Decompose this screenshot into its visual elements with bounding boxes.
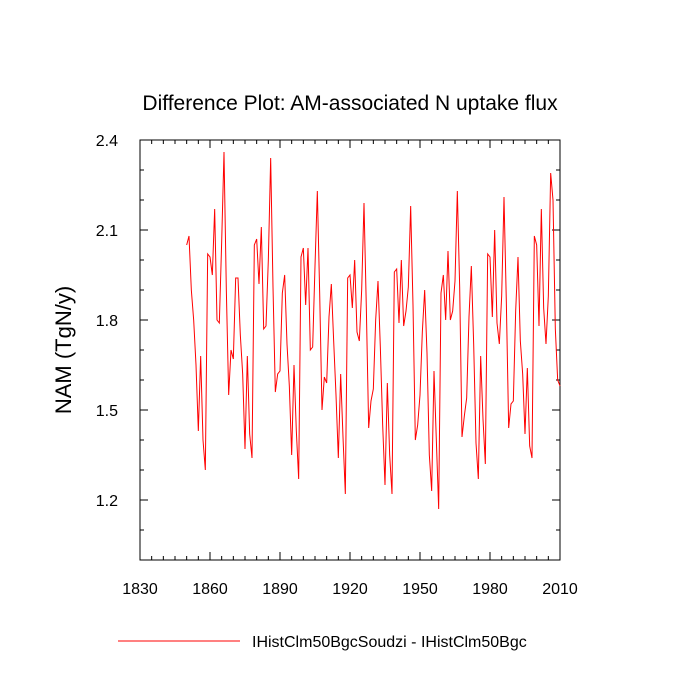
legend-label: IHistClm50BgcSoudzi - IHistClm50Bgc bbox=[252, 634, 527, 651]
x-tick-label: 2010 bbox=[542, 581, 578, 598]
y-tick-label: 1.8 bbox=[96, 313, 118, 330]
x-tick-label: 1950 bbox=[402, 581, 438, 598]
x-tick-label: 1980 bbox=[472, 581, 508, 598]
x-tick-label: 1920 bbox=[332, 581, 368, 598]
x-tick-label: 1860 bbox=[192, 581, 228, 598]
y-axis-label: NAM (TgN/y) bbox=[51, 286, 76, 414]
y-tick-label: 1.5 bbox=[96, 403, 118, 420]
series-line bbox=[186, 151, 561, 510]
plot-area: 1830 1860 1890 1920 1950 1980 2010 1.2 1.5 1.8 2.1… bbox=[96, 133, 578, 598]
chart-title: Difference Plot: AM-associated N uptake … bbox=[142, 92, 558, 115]
x-tick-label: 1890 bbox=[262, 581, 298, 598]
legend: IHistClm50BgcSoudzi - IHistClm50Bgc bbox=[118, 634, 527, 651]
y-tick-label: 2.1 bbox=[96, 223, 118, 240]
plot-frame bbox=[139, 139, 561, 561]
y-tick-label: 2.4 bbox=[96, 133, 118, 150]
x-tick-label: 1830 bbox=[122, 581, 158, 598]
y-tick-label: 1.2 bbox=[96, 493, 118, 510]
